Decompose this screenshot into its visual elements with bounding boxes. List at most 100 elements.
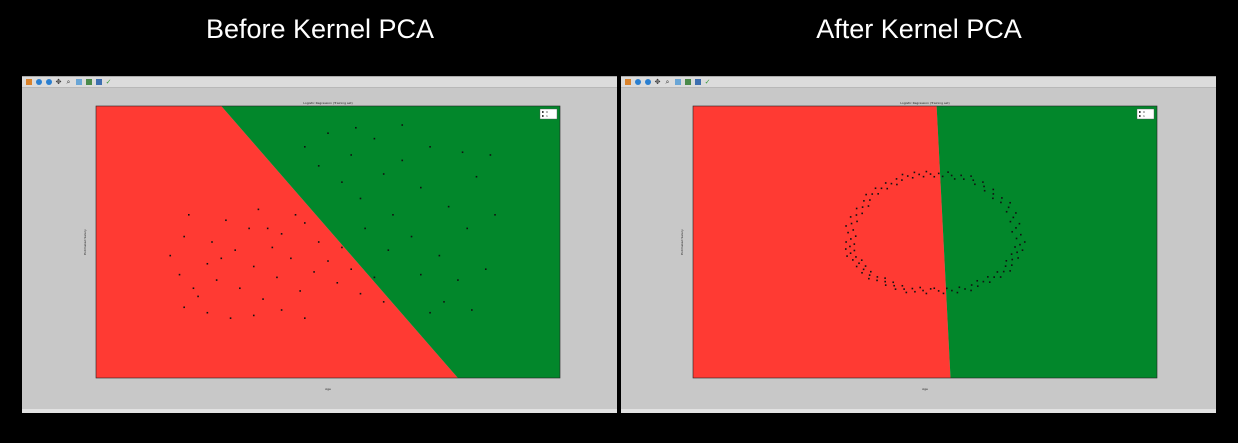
data-point (854, 235, 857, 237)
data-point (443, 301, 445, 303)
data-point (336, 282, 339, 284)
data-point (929, 288, 932, 290)
data-point (1002, 270, 1005, 273)
data-point (918, 173, 920, 176)
data-point (946, 287, 948, 290)
edit-icon[interactable]: ✓ (105, 77, 112, 86)
home-icon[interactable] (25, 79, 32, 86)
data-point (844, 248, 847, 250)
data-point (1004, 265, 1007, 267)
data-point (484, 268, 487, 270)
subplots-icon[interactable] (75, 79, 82, 86)
legend-marker (542, 115, 544, 117)
back-icon[interactable] (634, 79, 641, 86)
data-point (1009, 270, 1011, 272)
forward-icon[interactable] (644, 79, 651, 86)
pan-icon[interactable]: ✥ (55, 77, 62, 86)
data-point (922, 289, 924, 292)
data-point (983, 185, 985, 188)
data-point (996, 271, 999, 273)
data-point (861, 212, 863, 215)
decision-region-class-0 (693, 106, 951, 378)
data-point (317, 165, 320, 167)
pan-icon[interactable]: ✥ (654, 77, 661, 86)
data-point (862, 268, 865, 271)
data-point (855, 214, 858, 216)
data-point (853, 249, 856, 252)
data-point (294, 214, 297, 216)
data-point (355, 126, 357, 129)
configure-icon[interactable] (684, 79, 691, 86)
forward-icon[interactable] (45, 79, 52, 86)
data-point (901, 179, 903, 181)
data-point (252, 265, 255, 268)
data-point (489, 154, 492, 156)
data-point (890, 182, 893, 185)
subplots-icon[interactable] (674, 79, 681, 86)
data-point (364, 227, 366, 230)
back-icon[interactable] (35, 79, 42, 86)
data-point (192, 287, 195, 290)
decision-region-class-1 (936, 106, 1157, 378)
data-point (970, 289, 972, 292)
data-point (359, 197, 362, 200)
data-point (1023, 241, 1026, 243)
configure-icon[interactable] (85, 79, 92, 86)
data-point (1019, 243, 1021, 246)
data-point (382, 173, 385, 175)
data-point (925, 292, 928, 295)
data-point (373, 137, 376, 140)
data-point (884, 280, 886, 283)
data-point (392, 214, 394, 216)
data-point (846, 255, 848, 257)
legend-marker (1139, 115, 1141, 117)
save-icon[interactable] (95, 79, 102, 86)
data-point (937, 172, 940, 175)
data-point (861, 206, 864, 208)
data-point (849, 252, 852, 254)
home-icon[interactable] (624, 79, 631, 86)
plot-frame (692, 105, 1158, 379)
data-point (1017, 257, 1019, 259)
data-point (206, 262, 209, 265)
data-point (206, 311, 209, 314)
data-point (974, 183, 976, 186)
data-point (350, 268, 352, 270)
data-point (359, 292, 362, 295)
zoom-icon[interactable]: ⌕ (665, 77, 670, 86)
data-point (864, 265, 867, 267)
data-point (982, 181, 984, 183)
data-point (252, 314, 255, 317)
plot-window-before: ✥ ⌕ ✓ Logistic Regression (Training set)… (22, 76, 617, 413)
y-axis-label: Estimated Salary (680, 229, 684, 255)
data-point (869, 199, 871, 201)
data-point (457, 279, 459, 281)
y-axis-label: Estimated Salary (83, 229, 87, 255)
data-point (188, 214, 190, 216)
data-point (852, 259, 854, 261)
data-point (933, 175, 936, 178)
data-point (953, 178, 956, 180)
data-point (1010, 253, 1013, 255)
data-point (1018, 222, 1021, 225)
data-point (1001, 197, 1003, 199)
data-point (350, 154, 352, 156)
data-point (855, 207, 858, 210)
save-icon[interactable] (694, 79, 701, 86)
legend-entry: 1 (1143, 114, 1145, 118)
edit-icon[interactable]: ✓ (704, 77, 711, 86)
data-point (1020, 233, 1022, 236)
data-point (299, 290, 301, 292)
data-point (845, 225, 847, 227)
zoom-icon[interactable]: ⌕ (66, 77, 71, 86)
data-point (239, 287, 241, 290)
data-point (290, 257, 292, 260)
data-point (937, 290, 940, 292)
data-point (987, 276, 989, 278)
data-point (911, 176, 914, 179)
data-point (178, 273, 181, 276)
data-point (1016, 251, 1018, 254)
data-point (893, 284, 895, 287)
data-point (1014, 246, 1016, 248)
data-point (976, 279, 979, 282)
